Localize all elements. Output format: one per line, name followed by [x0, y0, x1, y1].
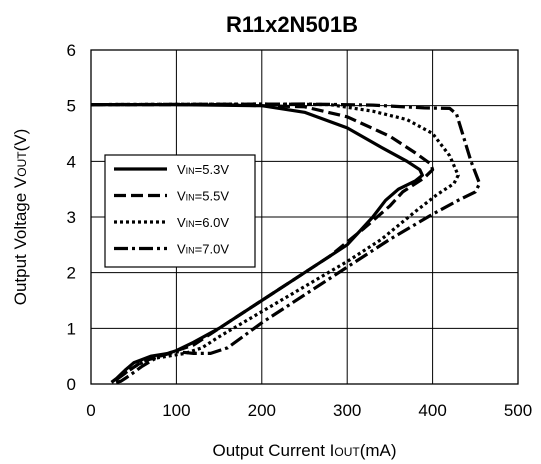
- x-axis-label-main: Output Current I: [212, 441, 334, 460]
- legend-box: [104, 154, 256, 268]
- x-tick-label: 500: [504, 401, 532, 420]
- y-tick-label: 6: [67, 41, 76, 60]
- series-line-1: [91, 103, 424, 384]
- y-tick-label: 0: [67, 375, 76, 394]
- legend-label: VIN=5.5V: [177, 189, 229, 204]
- y-tick-label: 4: [67, 152, 76, 171]
- x-tick-label: 100: [162, 401, 190, 420]
- y-axis-label-unit: (V): [11, 129, 30, 152]
- y-tick-label: 3: [67, 208, 76, 227]
- legend-label: VIN=7.0V: [177, 242, 229, 257]
- x-axis-label-unit: (mA): [360, 441, 397, 460]
- legend-label: VIN=6.0V: [177, 215, 229, 230]
- legend-label-value: =5.5V: [195, 189, 230, 204]
- tick-labels: 0 100 200 300 400 500 0 1 2 3 4 5 6: [67, 41, 533, 420]
- legend-label-sub: IN: [186, 166, 195, 176]
- series-line-3: [90, 102, 460, 384]
- legend-label-sub: IN: [186, 193, 195, 203]
- y-tick-label: 1: [67, 319, 76, 338]
- x-axis-label-sub: OUT: [334, 445, 360, 459]
- y-axis-label: Output Voltage VOUT(V): [11, 129, 30, 306]
- legend-label-value: =7.0V: [195, 242, 230, 257]
- legend-label-var: V: [177, 162, 186, 177]
- legend-label-sub: IN: [186, 246, 195, 256]
- y-axis-label-main: Output Voltage V: [11, 176, 30, 305]
- legend-label-var: V: [177, 215, 186, 230]
- legend-label-var: V: [177, 189, 186, 204]
- legend-label-var: V: [177, 242, 186, 257]
- chart-title: R11x2N501B: [226, 12, 358, 37]
- x-tick-label: 300: [333, 401, 361, 420]
- series-lines: [90, 102, 482, 385]
- legend-label: VIN=5.3V: [177, 162, 229, 177]
- series-line-4: [90, 102, 482, 385]
- x-axis-label: Output Current IOUT(mA): [212, 441, 396, 460]
- x-tick-label: 0: [86, 401, 95, 420]
- legend-label-value: =5.3V: [195, 162, 230, 177]
- y-axis-label-sub: OUT: [15, 151, 29, 177]
- y-tick-label: 5: [67, 97, 76, 116]
- legend-label-sub: IN: [186, 219, 195, 229]
- x-tick-label: 200: [248, 401, 276, 420]
- legend-label-value: =6.0V: [195, 215, 230, 230]
- plot-frame: [90, 49, 519, 385]
- y-tick-label: 2: [67, 264, 76, 283]
- x-tick-label: 400: [418, 401, 446, 420]
